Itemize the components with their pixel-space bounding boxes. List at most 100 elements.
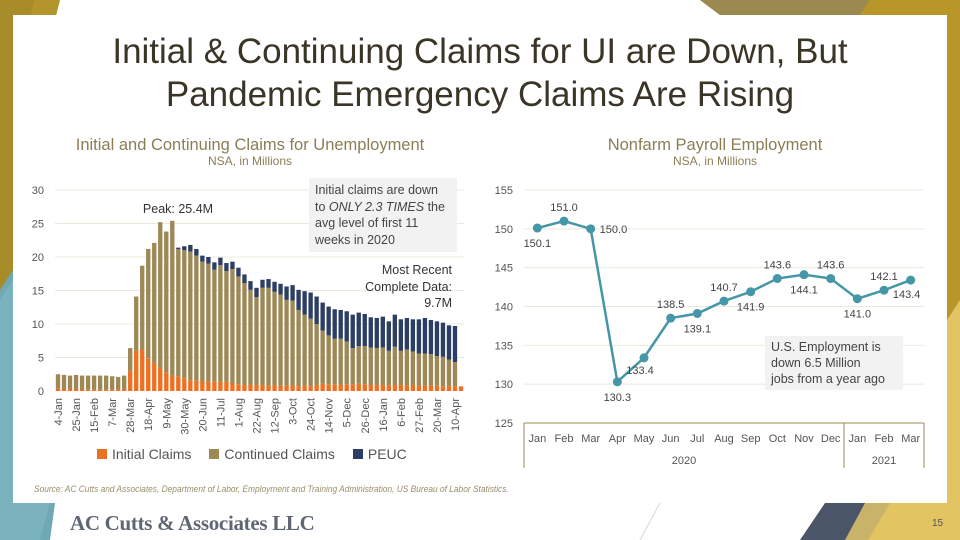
bar-initial-claims <box>416 385 422 391</box>
x-tick-label: Apr <box>609 433 626 445</box>
bar-peuc <box>356 312 361 347</box>
x-tick-label: 26-Dec <box>360 398 372 434</box>
x-tick-label: Feb <box>875 433 894 445</box>
x-tick-label: Jan <box>528 433 546 445</box>
bar-initial-claims <box>164 372 169 391</box>
bar-continued-claims <box>302 314 307 386</box>
bar-peuc <box>428 319 434 355</box>
x-tick-label: 30-May <box>179 398 191 435</box>
bar-peuc <box>452 326 458 363</box>
bar-peuc <box>278 283 283 295</box>
legend-item-initial-claims: Initial Claims <box>97 446 191 462</box>
bar-peuc <box>308 292 313 319</box>
bar-peuc <box>386 321 391 351</box>
bar-continued-claims <box>284 299 289 386</box>
y-tick-label: 150 <box>495 224 513 236</box>
bar-initial-claims <box>260 384 265 391</box>
bar-continued-claims <box>170 220 175 376</box>
bar-continued-claims <box>122 375 127 389</box>
x-tick-label: Jun <box>662 433 680 445</box>
bar-initial-claims <box>91 389 97 391</box>
bar-initial-claims <box>422 385 428 391</box>
bar-initial-claims <box>152 362 157 391</box>
data-label: 142.1 <box>870 271 898 283</box>
bar-continued-claims <box>188 251 193 381</box>
legend-swatch-peuc <box>352 449 363 459</box>
bar-peuc <box>434 321 440 357</box>
data-label: 151.0 <box>550 202 578 214</box>
data-label: 139.1 <box>684 323 712 335</box>
data-label: 150.1 <box>524 238 552 250</box>
bar-peuc <box>398 319 404 351</box>
bar-initial-claims <box>308 386 313 391</box>
employment-note-line-2: down 6.5 Million <box>771 356 861 370</box>
x-tick-label: Jan <box>848 433 866 445</box>
x-tick-label: Sep <box>741 433 761 445</box>
bar-initial-claims <box>446 386 452 391</box>
data-label: 150.0 <box>600 224 628 236</box>
bar-continued-claims <box>374 348 379 385</box>
most-recent-annotation: Most Recent Complete Data: 9.7M <box>360 262 452 312</box>
bar-initial-claims <box>380 384 385 391</box>
bar-peuc <box>440 322 446 357</box>
bar-initial-claims <box>128 370 133 391</box>
bar-continued-claims <box>103 375 109 390</box>
bar-initial-claims <box>338 384 343 391</box>
bar-continued-claims <box>55 374 61 389</box>
data-label: 133.4 <box>626 365 654 377</box>
payroll-chart-subtitle: NSA, in Millions <box>672 154 758 168</box>
bar-continued-claims <box>338 338 343 385</box>
y-tick-label: 5 <box>38 353 44 365</box>
bar-initial-claims <box>368 384 373 391</box>
payroll-chart-title-text: Nonfarm Payroll Employment <box>607 136 823 154</box>
bar-peuc <box>338 309 343 339</box>
bar-initial-claims <box>248 384 253 391</box>
bar-continued-claims <box>296 309 301 387</box>
bar-continued-claims <box>97 375 103 390</box>
bar-continued-claims <box>410 351 416 385</box>
x-tick-label: 4-Jan <box>53 398 65 426</box>
bg-thin-line <box>639 502 661 540</box>
bar-initial-claims <box>122 388 127 391</box>
bar-initial-claims <box>182 378 187 391</box>
bar-initial-claims <box>332 384 337 391</box>
bar-peuc <box>350 314 355 349</box>
data-point <box>719 296 729 306</box>
x-tick-label: 20-Mar <box>432 398 444 433</box>
year-group-label: 2021 <box>872 455 896 467</box>
note-text-2: the avg level of first 11 weeks in 2020 <box>315 199 445 247</box>
data-label: 130.3 <box>604 392 632 404</box>
y-tick-label: 145 <box>495 263 513 275</box>
bar-peuc <box>362 313 367 347</box>
bar-initial-claims <box>170 375 175 391</box>
bar-continued-claims <box>344 341 349 385</box>
bar-initial-claims <box>176 376 181 391</box>
claims-chart-title: Initial and Continuing Claims for Unempl… <box>40 136 460 169</box>
bg-shape-teal-left-2 <box>0 280 50 540</box>
bar-peuc <box>410 319 416 352</box>
bar-peuc <box>290 285 295 301</box>
employment-note: U.S. Employment is down 6.5 Million jobs… <box>765 336 903 390</box>
x-tick-label: 27-Feb <box>414 398 426 433</box>
bg-shape-olive-top <box>700 0 870 15</box>
bar-peuc <box>272 281 277 292</box>
bar-initial-claims <box>224 381 229 391</box>
data-point <box>826 274 836 284</box>
bar-initial-claims <box>140 349 145 391</box>
bar-continued-claims <box>356 346 361 384</box>
bar-continued-claims <box>422 353 428 386</box>
x-tick-label: Feb <box>555 433 574 445</box>
bar-peuc <box>296 289 301 310</box>
bar-initial-claims <box>452 386 458 391</box>
bar-continued-claims <box>248 289 253 385</box>
legend-item-peuc: PEUC <box>352 446 407 462</box>
x-tick-label: Mar <box>581 433 600 445</box>
bg-shape-yellow-right <box>947 300 960 540</box>
x-tick-label: 14-Nov <box>324 398 336 434</box>
bar-continued-claims <box>236 276 241 385</box>
bar-peuc <box>260 279 265 288</box>
x-tick-label: 9-May <box>161 398 173 429</box>
bar-initial-claims <box>85 389 91 391</box>
bar-peuc <box>326 306 331 336</box>
bar-continued-claims <box>61 374 67 389</box>
